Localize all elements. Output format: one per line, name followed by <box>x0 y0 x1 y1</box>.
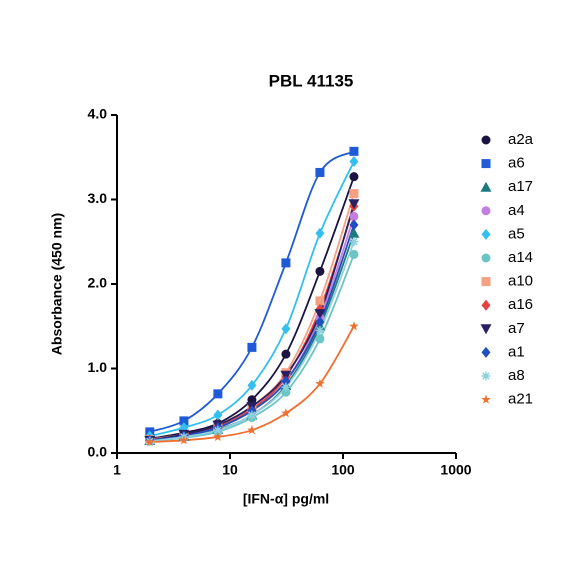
marker <box>247 342 257 352</box>
legend-label: a7 <box>508 320 525 337</box>
marker <box>481 371 491 381</box>
legend-label: a4 <box>508 202 525 219</box>
marker <box>247 425 257 435</box>
legend-label: a16 <box>508 296 533 313</box>
marker <box>481 394 491 404</box>
marker <box>315 316 325 328</box>
y-tick-label: 4.0 <box>88 106 108 122</box>
marker <box>281 258 291 268</box>
legend-label: a2a <box>508 131 534 148</box>
marker <box>281 349 291 359</box>
marker <box>349 211 359 221</box>
y-tick-label: 0.0 <box>88 444 108 460</box>
marker <box>179 416 189 426</box>
marker <box>481 277 491 287</box>
legend-label: a1 <box>508 343 525 360</box>
x-tick-label: 10 <box>222 462 238 478</box>
marker <box>349 321 359 331</box>
marker <box>481 299 491 311</box>
marker <box>213 389 223 399</box>
marker <box>247 379 257 391</box>
marker <box>348 199 360 210</box>
marker <box>281 408 291 418</box>
marker <box>481 206 491 216</box>
marker <box>179 435 189 445</box>
marker <box>315 296 325 306</box>
marker <box>247 395 257 405</box>
marker <box>315 378 325 388</box>
legend-label: a6 <box>508 155 525 172</box>
marker <box>281 323 291 335</box>
marker <box>349 219 359 231</box>
marker <box>247 410 257 420</box>
marker <box>349 189 359 199</box>
marker <box>145 437 155 447</box>
marker <box>481 135 491 145</box>
legend-label: a17 <box>508 178 533 195</box>
x-tick-label: 100 <box>331 462 355 478</box>
marker <box>281 382 291 392</box>
marker <box>349 249 359 259</box>
marker <box>481 159 491 169</box>
marker <box>213 425 223 435</box>
y-tick-label: 2.0 <box>88 275 108 291</box>
marker <box>348 227 360 238</box>
x-tick-label: 1000 <box>440 462 471 478</box>
marker <box>315 167 325 177</box>
x-axis-title: [IFN-α] pg/ml <box>243 491 329 507</box>
marker <box>349 155 359 167</box>
marker <box>481 346 491 358</box>
legend-label: a10 <box>508 273 533 290</box>
marker <box>315 325 325 335</box>
marker <box>314 309 326 320</box>
legend-label: a5 <box>508 225 525 242</box>
x-tick-label: 1 <box>113 462 121 478</box>
marker <box>480 181 492 192</box>
marker <box>481 253 491 263</box>
legend-label: a8 <box>508 367 525 384</box>
legend-label: a21 <box>508 391 533 408</box>
marker <box>349 237 359 247</box>
marker <box>349 172 359 182</box>
marker <box>349 146 359 156</box>
marker <box>481 228 491 240</box>
marker <box>315 227 325 239</box>
chart-title: PBL 41135 <box>269 71 354 90</box>
y-axis-title: Absorbance (450 nm) <box>49 213 65 355</box>
marker <box>315 266 325 276</box>
marker <box>480 324 492 335</box>
marker <box>213 409 223 421</box>
legend-label: a14 <box>508 249 533 266</box>
marker <box>315 334 325 344</box>
marker <box>213 431 223 441</box>
y-tick-label: 1.0 <box>88 359 108 375</box>
y-tick-label: 3.0 <box>88 190 108 206</box>
